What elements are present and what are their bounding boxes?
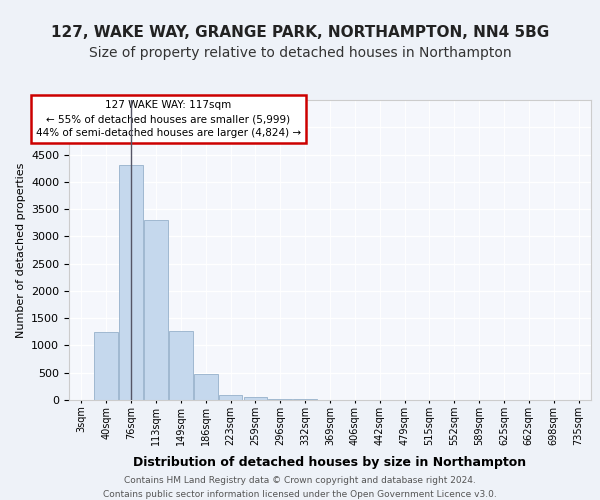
Bar: [219, 395, 242, 400]
Text: Size of property relative to detached houses in Northampton: Size of property relative to detached ho…: [89, 46, 511, 60]
Bar: [144, 220, 168, 400]
Bar: [268, 399, 292, 400]
X-axis label: Distribution of detached houses by size in Northampton: Distribution of detached houses by size …: [133, 456, 527, 469]
Bar: [119, 166, 143, 400]
Bar: [94, 332, 118, 400]
Text: Contains HM Land Registry data © Crown copyright and database right 2024.
Contai: Contains HM Land Registry data © Crown c…: [103, 476, 497, 498]
Bar: [244, 397, 267, 400]
Text: 127 WAKE WAY: 117sqm
← 55% of detached houses are smaller (5,999)
44% of semi-de: 127 WAKE WAY: 117sqm ← 55% of detached h…: [36, 100, 301, 138]
Y-axis label: Number of detached properties: Number of detached properties: [16, 162, 26, 338]
Bar: [169, 330, 193, 400]
Bar: [194, 374, 218, 400]
Text: 127, WAKE WAY, GRANGE PARK, NORTHAMPTON, NN4 5BG: 127, WAKE WAY, GRANGE PARK, NORTHAMPTON,…: [51, 25, 549, 40]
